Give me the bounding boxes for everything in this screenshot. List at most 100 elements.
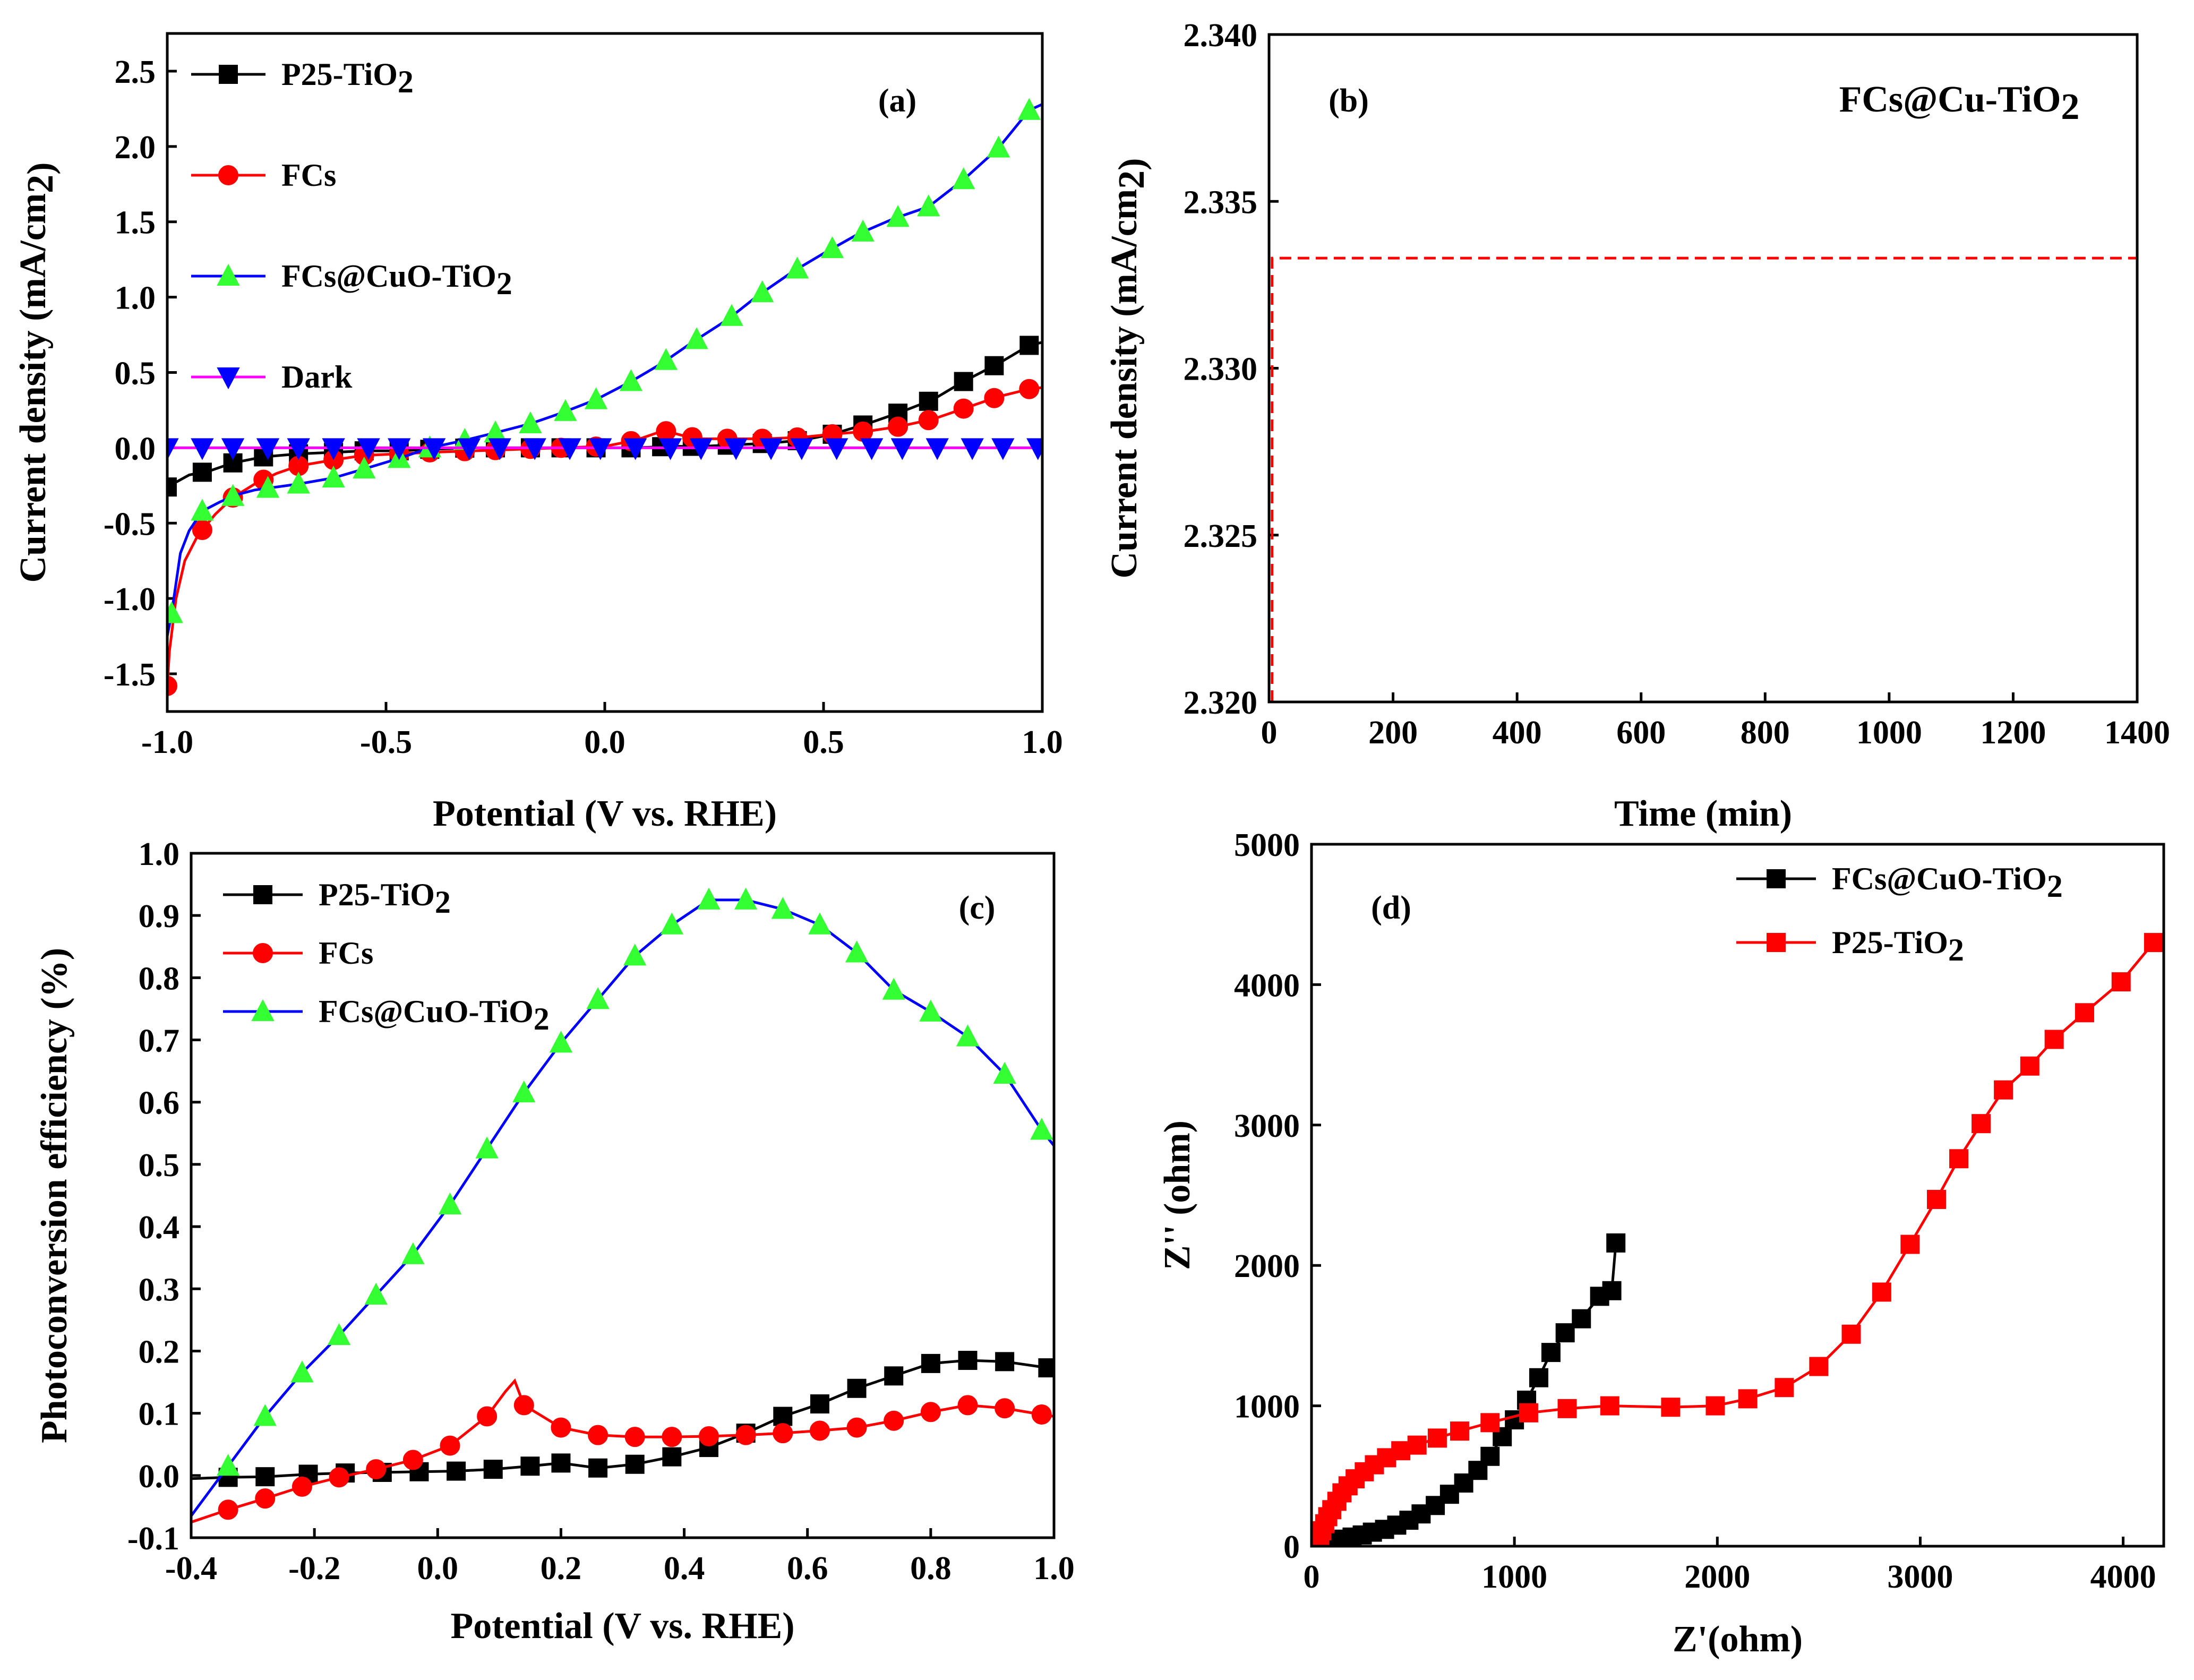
- x-tick-label: 1200: [1980, 715, 2046, 751]
- data-point-c-2: [956, 1024, 980, 1047]
- data-point-a-2: [917, 194, 940, 217]
- data-point-a-3: [925, 438, 949, 460]
- x-axis-title: Potential (V vs. RHE): [450, 1606, 794, 1647]
- y-tick-label: 0.9: [139, 898, 180, 935]
- x-tick-label: -0.5: [360, 724, 412, 760]
- legend-marker: [1767, 933, 1786, 952]
- data-point-d-0: [1606, 1233, 1626, 1253]
- y-tick-label: 2.320: [1184, 685, 1258, 721]
- data-point-a-3: [961, 438, 984, 460]
- data-point-c-1: [440, 1435, 460, 1456]
- legend-marker: [253, 943, 273, 963]
- x-tick-label: 1.0: [1022, 724, 1063, 760]
- data-point-a-2: [167, 601, 183, 623]
- chart-panel-b: 0 200 400 600 800 1000 1200 1400 2.320 2.325 2.330…: [1104, 18, 2170, 834]
- plot-frame: [1267, 33, 2139, 704]
- data-point-c-2: [845, 940, 869, 963]
- plot-area: [1271, 256, 2137, 702]
- y-tick-label: 0.1: [139, 1396, 180, 1433]
- y-tick-label: 2.0: [115, 130, 156, 166]
- y-tick-label: 0.2: [139, 1334, 180, 1370]
- data-point-d-1: [1706, 1396, 1725, 1416]
- x-tick-label: 0: [1261, 715, 1278, 751]
- data-point-d-1: [1738, 1389, 1758, 1409]
- x-tick-label: -0.2: [288, 1550, 340, 1587]
- series-line-c-1: [191, 1378, 1054, 1524]
- data-point-a-3: [221, 438, 245, 460]
- data-point-d-0: [1602, 1281, 1622, 1300]
- x-tick-label: 3000: [1887, 1559, 1953, 1595]
- x-tick-label: 0: [1304, 1559, 1320, 1595]
- data-point-c-1: [846, 1417, 867, 1438]
- y-tick-label: 2.325: [1184, 518, 1258, 554]
- data-point-d-1: [1557, 1399, 1577, 1418]
- data-point-a-3: [422, 438, 446, 460]
- data-point-d-1: [1872, 1282, 1891, 1302]
- data-point-c-1: [920, 1402, 941, 1422]
- data-point-a-1: [656, 421, 676, 442]
- data-point-a-3: [689, 438, 713, 460]
- data-point-d-1: [1775, 1378, 1794, 1398]
- data-point-a-2: [952, 167, 975, 190]
- data-point-c-2: [290, 1360, 314, 1383]
- data-point-c-2: [660, 912, 684, 935]
- legend-label: P25-TiO2: [281, 57, 414, 99]
- data-point-d-1: [1519, 1403, 1538, 1422]
- data-point-c-2: [364, 1282, 388, 1305]
- x-tick-label: 0.0: [417, 1550, 459, 1587]
- data-point-c-2: [401, 1242, 425, 1264]
- data-point-d-0: [1572, 1309, 1591, 1328]
- data-point-a-3: [890, 438, 914, 460]
- data-point-d-1: [2111, 972, 2131, 992]
- legend-label: FCs: [319, 936, 373, 971]
- data-point-c-1: [624, 1427, 645, 1447]
- x-tick-label: 1400: [2104, 715, 2170, 751]
- data-point-a-3: [322, 438, 345, 460]
- plot-frame: [1310, 843, 2165, 1548]
- data-point-a-3: [624, 438, 647, 460]
- data-point-c-1: [957, 1395, 978, 1416]
- y-tick-label: -0.5: [104, 506, 156, 542]
- x-axis-title: Potential (V vs. RHE): [433, 793, 777, 834]
- x-tick-label: 600: [1616, 715, 1666, 751]
- y-tick-label: 2.330: [1184, 352, 1258, 388]
- data-point-c-0: [520, 1456, 540, 1476]
- x-tick-label: 2000: [1684, 1559, 1750, 1595]
- legend-label: FCs: [281, 158, 336, 193]
- data-point-c-0: [625, 1454, 645, 1474]
- data-point-c-0: [921, 1353, 940, 1373]
- x-tick-label: 4000: [2090, 1559, 2156, 1595]
- data-point-d-1: [2144, 933, 2163, 953]
- data-point-d-1: [2075, 1003, 2094, 1023]
- data-point-d-1: [2044, 1030, 2064, 1049]
- data-point-c-2: [919, 999, 942, 1022]
- data-point-c-1: [218, 1499, 238, 1520]
- data-point-a-3: [523, 438, 546, 460]
- data-point-c-2: [512, 1081, 536, 1103]
- data-point-a-1: [918, 410, 939, 431]
- data-point-c-0: [810, 1394, 829, 1414]
- data-point-a-3: [167, 438, 179, 460]
- data-point-a-0: [919, 391, 938, 411]
- data-point-a-2: [519, 411, 542, 433]
- data-point-a-2: [1017, 98, 1041, 120]
- data-point-d-0: [1541, 1343, 1561, 1362]
- data-point-c-0: [958, 1351, 978, 1370]
- x-tick-label: 1.0: [1033, 1550, 1075, 1587]
- data-point-a-3: [191, 438, 214, 460]
- legend-marker: [217, 367, 240, 390]
- data-point-a-3: [256, 438, 280, 460]
- data-point-d-1: [2020, 1056, 2039, 1076]
- x-tick-label: -0.4: [165, 1550, 217, 1587]
- panel-label: (c): [959, 890, 996, 926]
- data-point-c-1: [513, 1395, 534, 1416]
- x-tick-label: 1000: [1856, 715, 1922, 751]
- y-tick-label: 0.4: [139, 1210, 180, 1246]
- data-point-a-1: [1019, 379, 1040, 399]
- data-point-d-1: [1809, 1357, 1829, 1376]
- data-point-c-2: [586, 987, 610, 1009]
- series-line-b-0: [1271, 256, 2137, 702]
- data-point-c-0: [662, 1447, 682, 1467]
- data-point-c-1: [366, 1459, 387, 1480]
- data-point-a-2: [720, 304, 743, 326]
